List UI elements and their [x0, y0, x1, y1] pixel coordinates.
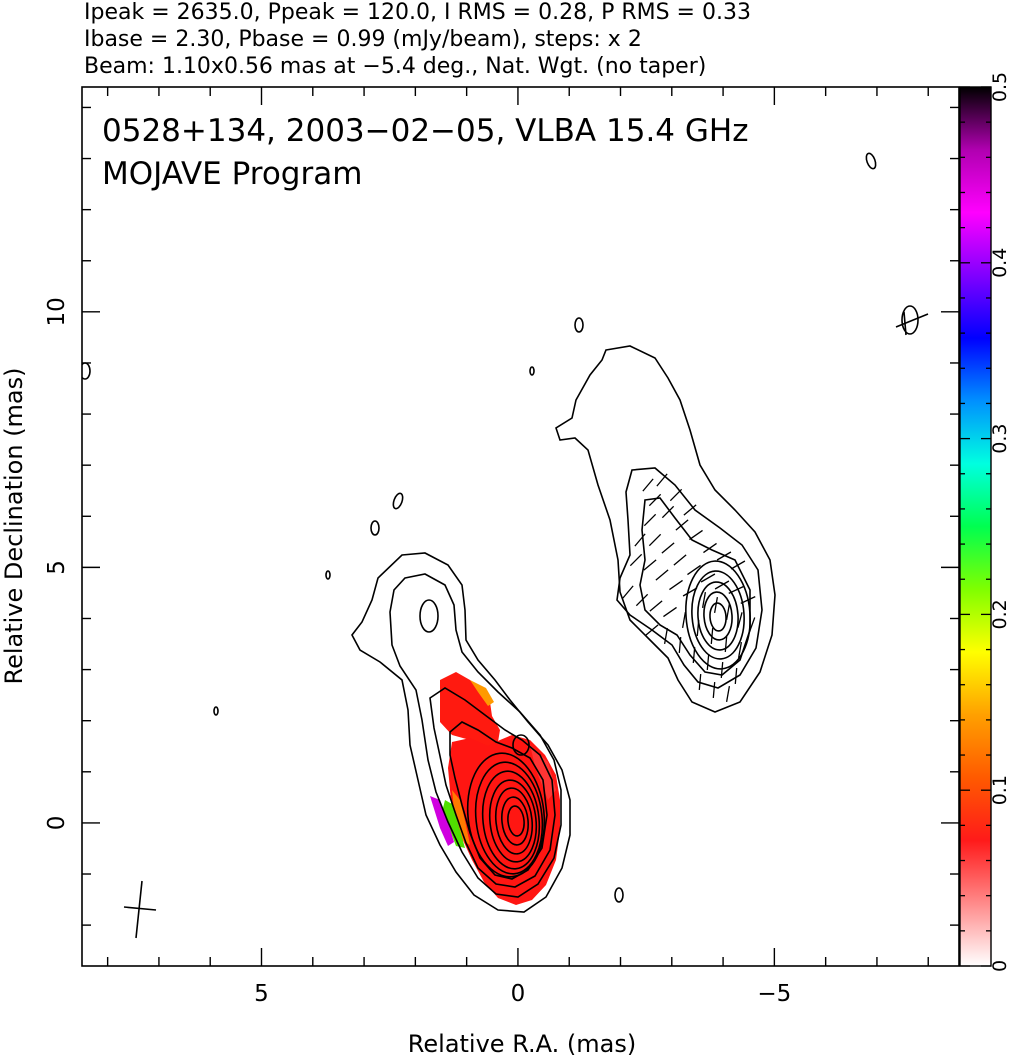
- evpa-vector: [692, 646, 696, 664]
- evpa-vector: [642, 478, 654, 492]
- evpa-vector: [696, 619, 700, 637]
- colorbar-tick-label: 0.1: [989, 775, 1011, 805]
- evpa-vector: [678, 636, 682, 654]
- evpa-vector: [725, 686, 731, 702]
- evpa-vector: [648, 533, 662, 547]
- y-tick-label: 10: [44, 297, 70, 326]
- polarization-region-upper: [440, 672, 500, 748]
- evpa-vector: [669, 579, 683, 591]
- evpa-vector: [734, 667, 738, 685]
- header-line-1: Ipeak = 2635.0, Ppeak = 120.0, I RMS = 0…: [84, 0, 751, 25]
- plot-title-line-1: 0528+134, 2003−02−05, VLBA 15.4 GHz: [102, 113, 748, 149]
- colorbar-tick-label: 0.4: [989, 248, 1011, 278]
- evpa-vector: [663, 628, 669, 644]
- evpa-vector: [712, 681, 716, 699]
- evpa-vector: [687, 564, 701, 576]
- evpa-vector: [714, 580, 730, 590]
- evpa-vector: [656, 473, 668, 487]
- evpa-vector: [703, 542, 717, 554]
- evpa-vector: [713, 597, 719, 613]
- evpa-vector: [675, 519, 689, 531]
- x-tick-label: 0: [511, 981, 526, 1007]
- x-tick-label: −5: [757, 981, 791, 1007]
- isolated-contours: [82, 152, 929, 903]
- core-contours: [351, 552, 571, 913]
- evpa-vector: [728, 586, 744, 594]
- evpa-vector: [663, 606, 677, 618]
- y-tick-label: 5: [44, 560, 70, 575]
- evpa-vector: [737, 612, 743, 628]
- colorbar-ticks: [960, 86, 991, 967]
- x-axis-label: Relative R.A. (mas): [408, 1030, 636, 1058]
- colorbar-tick-label: 0: [989, 960, 1011, 972]
- evpa-vector: [720, 661, 724, 679]
- evpa-vector: [706, 653, 710, 671]
- evpa-vector: [683, 504, 697, 516]
- header-line-3: Beam: 1.10x0.56 mas at −5.4 deg., Nat. W…: [84, 54, 706, 79]
- evpa-vector: [730, 560, 746, 570]
- polarization-vectors: [622, 473, 756, 702]
- evpa-vector: [700, 573, 716, 583]
- polarization-region-shade: [530, 745, 556, 800]
- evpa-vector: [643, 559, 657, 571]
- evpa-vector: [661, 542, 675, 554]
- evpa-vector: [661, 505, 675, 519]
- evpa-vector: [698, 673, 702, 691]
- evpa-vector: [748, 617, 756, 633]
- evpa-vector: [669, 488, 683, 502]
- evpa-vector: [649, 600, 663, 612]
- evpa-vector: [643, 513, 657, 527]
- colorbar-tick-label: 0.3: [989, 423, 1011, 453]
- plot-title-line-2: MOJAVE Program: [102, 156, 362, 192]
- evpa-vector: [645, 624, 659, 636]
- evpa-vector: [682, 587, 698, 597]
- evpa-vector: [724, 635, 728, 653]
- evpa-vector: [725, 604, 731, 620]
- polarization-region-upper-edge: [470, 680, 494, 706]
- y-tick-label: 0: [44, 816, 70, 831]
- polarization-region-edge-magenta: [430, 796, 454, 846]
- evpa-vector: [681, 612, 687, 628]
- x-tick-label: 5: [254, 981, 269, 1007]
- colorbar: [959, 86, 992, 967]
- colorbar-tick-labels: 0 0.1 0.2 0.3 0.4 0.5: [989, 72, 1011, 972]
- axis-ticks: [82, 87, 959, 966]
- evpa-vector: [622, 585, 634, 599]
- evpa-vector: [716, 551, 732, 561]
- axis-tick-labels: 5 0 −5 0 5 10: [44, 297, 791, 1007]
- evpa-vector: [635, 593, 649, 607]
- colorbar-tick-label: 0.2: [989, 599, 1011, 629]
- evpa-vector: [648, 493, 662, 507]
- evpa-vector: [740, 596, 756, 604]
- beam-cross: [123, 880, 157, 939]
- evpa-vector: [710, 627, 714, 645]
- polarization-region-edge-green: [442, 800, 465, 848]
- y-axis-label: Relative Declination (mas): [0, 367, 28, 684]
- evpa-vector: [701, 592, 707, 608]
- evpa-vector: [655, 569, 669, 581]
- evpa-vector: [689, 529, 703, 541]
- polarization-region-edge-orange: [452, 790, 470, 845]
- evpa-vector: [629, 553, 643, 567]
- evpa-vector: [673, 554, 687, 566]
- evpa-vector: [737, 642, 743, 658]
- header-line-2: Ibase = 2.30, Pbase = 0.99 (mJy/beam), s…: [84, 27, 642, 52]
- colorbar-tick-label: 0.5: [989, 72, 1011, 102]
- evpa-vector: [634, 533, 646, 547]
